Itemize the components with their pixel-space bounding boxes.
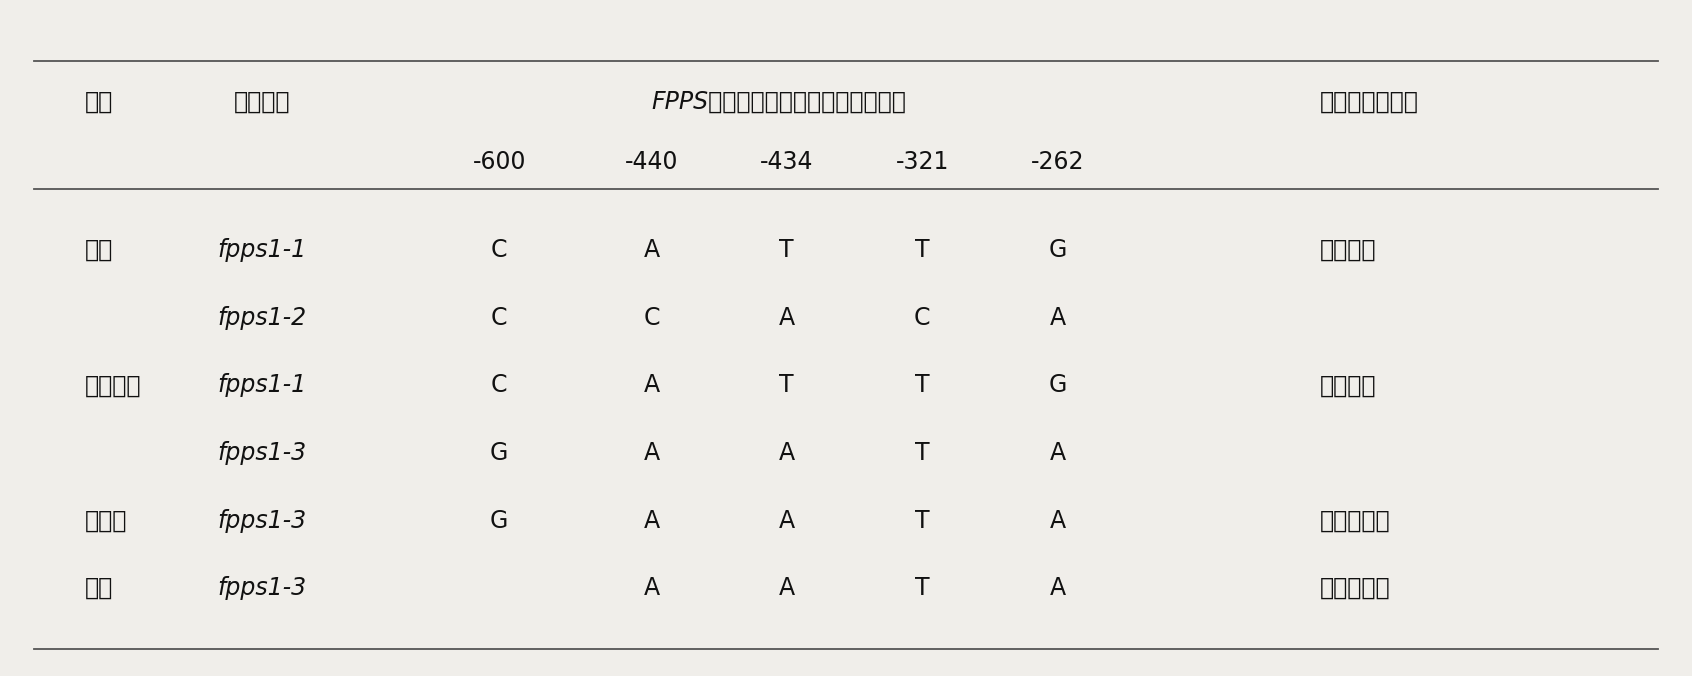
Text: A: A [643,373,660,397]
Text: 果实虎皮病性状: 果实虎皮病性状 [1320,89,1418,114]
Text: 红星: 红星 [85,576,113,600]
Text: fpps1-1: fpps1-1 [218,238,306,262]
Text: A: A [643,576,660,600]
Text: fpps1-2: fpps1-2 [218,306,306,330]
Text: A: A [778,306,795,330]
Text: T: T [915,441,929,465]
Text: G: G [1049,373,1066,397]
Text: T: T [915,238,929,262]
Text: -262: -262 [1030,150,1085,174]
Text: T: T [915,373,929,397]
Text: A: A [643,238,660,262]
Text: A: A [643,508,660,533]
Text: 易感虎皮病: 易感虎皮病 [1320,508,1391,533]
Text: 金冠: 金冠 [85,238,113,262]
Text: C: C [491,373,508,397]
Text: fpps1-3: fpps1-3 [218,441,306,465]
Text: fpps1-1: fpps1-1 [218,373,306,397]
Text: fpps1-3: fpps1-3 [218,576,306,600]
Text: G: G [491,441,508,465]
Text: C: C [491,238,508,262]
Text: fpps1-3: fpps1-3 [218,508,306,533]
Text: 抗虎皮病: 抗虎皮病 [1320,238,1376,262]
Text: 抗虎皮病: 抗虎皮病 [1320,373,1376,397]
Text: 易感虎皮病: 易感虎皮病 [1320,576,1391,600]
Text: A: A [1049,441,1066,465]
Text: A: A [1049,576,1066,600]
Text: 等位基因: 等位基因 [233,89,291,114]
Text: -440: -440 [624,150,678,174]
Text: G: G [491,508,508,533]
Text: -434: -434 [760,150,814,174]
Text: A: A [778,508,795,533]
Text: C: C [914,306,931,330]
Text: T: T [915,576,929,600]
Text: 品种: 品种 [85,89,113,114]
Text: T: T [915,508,929,533]
Text: A: A [1049,508,1066,533]
Text: A: A [643,441,660,465]
Text: T: T [780,238,794,262]
Text: G: G [1049,238,1066,262]
Text: A: A [778,441,795,465]
Text: T: T [780,373,794,397]
Text: 青香蕉: 青香蕉 [85,508,127,533]
Text: C: C [491,306,508,330]
Text: A: A [778,576,795,600]
Text: C: C [643,306,660,330]
Text: FPPS基因转录起始点上游的突变位点: FPPS基因转录起始点上游的突变位点 [651,89,905,114]
Text: -600: -600 [472,150,526,174]
Text: -321: -321 [895,150,949,174]
Text: A: A [1049,306,1066,330]
Text: 皇家嘎拉: 皇家嘎拉 [85,373,140,397]
